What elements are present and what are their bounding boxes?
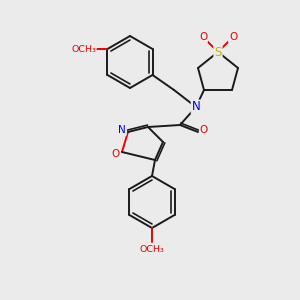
Text: O: O [229, 32, 237, 42]
Text: N: N [118, 125, 126, 135]
Text: S: S [214, 46, 222, 59]
Text: N: N [192, 100, 200, 113]
Text: OCH₃: OCH₃ [71, 44, 96, 53]
Text: O: O [200, 125, 208, 135]
Text: OCH₃: OCH₃ [140, 244, 164, 253]
Text: O: O [199, 32, 207, 42]
Text: O: O [112, 149, 120, 159]
